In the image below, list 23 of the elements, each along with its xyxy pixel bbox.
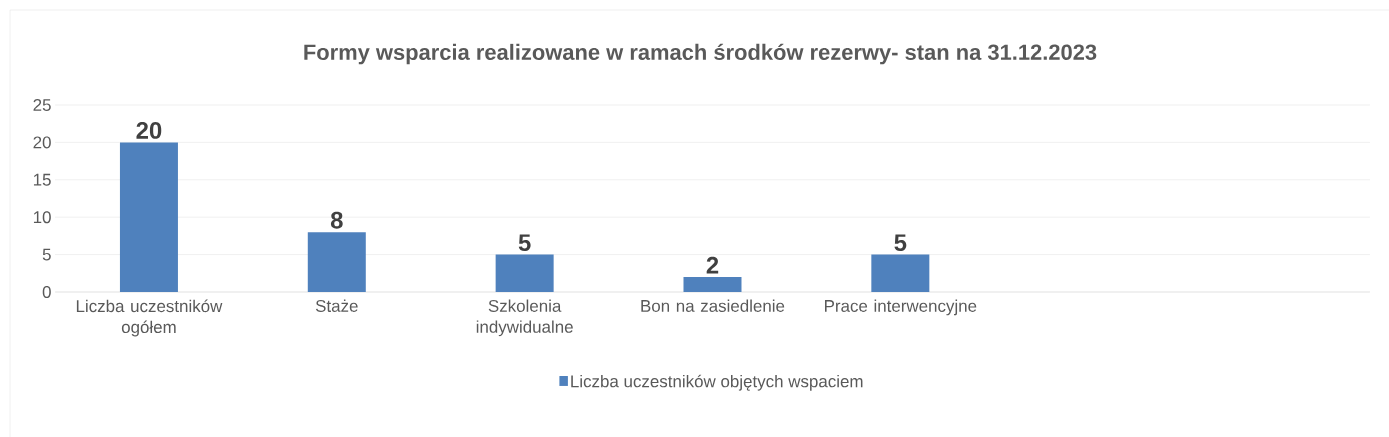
legend-label: Liczba uczestników objętych wspaciem (571, 374, 863, 391)
chart-title: Formy wsparcia realizowane w ramach środków rezerwy- stan na 31.12.2023 (304, 43, 1097, 65)
y-tick-label: 25 (33, 98, 51, 111)
data-label: 20 (136, 121, 162, 139)
y-tick-label: 10 (33, 211, 51, 224)
bar (871, 254, 930, 292)
data-label: 5 (518, 234, 531, 252)
x-tick-label: Szkolenia indywidualne (476, 299, 573, 337)
x-tick-label: Prace interwencyjne (825, 299, 977, 316)
x-tick-label: Staże (315, 299, 358, 312)
bar (307, 232, 366, 292)
y-tick-label: 5 (42, 248, 51, 261)
bar (495, 254, 554, 292)
y-tick-label: 15 (33, 173, 51, 186)
y-tick-label: 0 (42, 285, 51, 298)
x-tick-label: Liczba uczestników ogółem (76, 299, 223, 337)
y-tick-label: 20 (33, 136, 51, 149)
bar (683, 277, 742, 292)
data-label: 2 (706, 256, 719, 274)
bar (119, 142, 178, 292)
data-label: 8 (330, 211, 343, 229)
data-label: 5 (894, 234, 907, 252)
x-tick-label: Bon na zasiedlenie (641, 299, 785, 312)
